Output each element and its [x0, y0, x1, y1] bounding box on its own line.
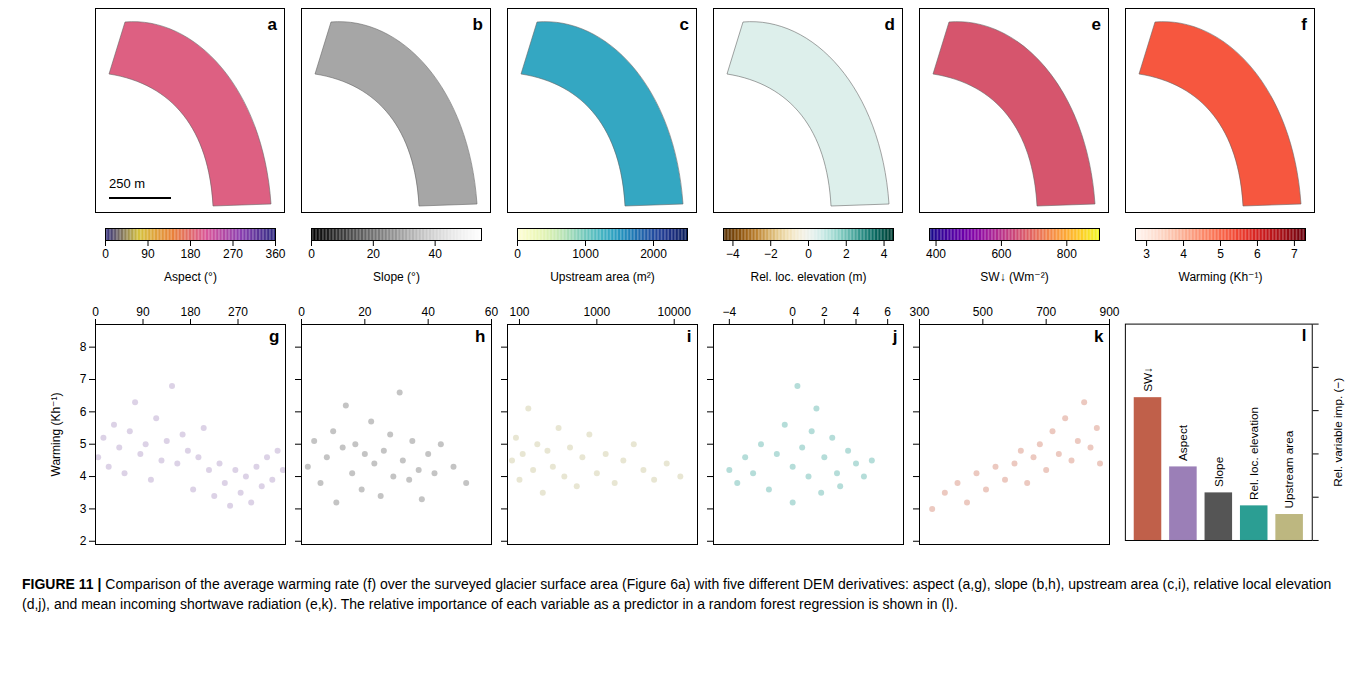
svg-text:20: 20 — [358, 305, 372, 319]
html-text:FIGURE 11 | Comparison of the: FIGURE 11 | Comparison of the average wa… — [22, 576, 1332, 613]
svg-text:2000: 2000 — [640, 247, 667, 261]
svg-text:−2: −2 — [764, 247, 778, 261]
svg-text:250 m: 250 m — [109, 176, 145, 191]
svg-text:5: 5 — [80, 437, 87, 451]
svg-text:0: 0 — [298, 305, 305, 319]
svg-text:Aspect: Aspect — [1176, 424, 1190, 461]
svg-text:Rel. variable imp. (−): Rel. variable imp. (−) — [1331, 378, 1345, 487]
svg-text:a: a — [268, 15, 278, 34]
svg-text:f: f — [1301, 15, 1307, 34]
svg-text:h: h — [475, 327, 485, 346]
svg-text:10000: 10000 — [658, 305, 692, 319]
svg-text:8: 8 — [80, 340, 87, 354]
svg-text:0: 0 — [805, 247, 812, 261]
svg-text:Slope: Slope — [1212, 456, 1226, 487]
svg-text:180: 180 — [180, 247, 200, 261]
svg-text:800: 800 — [1057, 247, 1077, 261]
svg-text:0: 0 — [92, 305, 99, 319]
svg-text:90: 90 — [141, 247, 155, 261]
svg-text:500: 500 — [973, 305, 993, 319]
svg-text:4: 4 — [80, 469, 87, 483]
svg-text:20: 20 — [367, 247, 381, 261]
svg-text:40: 40 — [428, 247, 442, 261]
svg-text:e: e — [1092, 15, 1101, 34]
svg-text:360: 360 — [265, 247, 285, 261]
svg-text:4: 4 — [881, 247, 888, 261]
svg-text:−4: −4 — [722, 305, 736, 319]
svg-text:Upstream area (m²): Upstream area (m²) — [550, 270, 655, 284]
svg-text:400: 400 — [926, 247, 946, 261]
svg-text:2: 2 — [80, 534, 87, 548]
svg-text:k: k — [1094, 327, 1104, 346]
svg-text:4: 4 — [853, 305, 860, 319]
svg-text:2: 2 — [843, 247, 850, 261]
svg-text:40: 40 — [421, 305, 435, 319]
svg-text:d: d — [885, 15, 895, 34]
svg-text:4: 4 — [1180, 247, 1187, 261]
svg-text:900: 900 — [1099, 305, 1119, 319]
svg-text:Warming (Kh⁻¹): Warming (Kh⁻¹) — [1179, 270, 1263, 284]
svg-text:3: 3 — [80, 502, 87, 516]
svg-text:j: j — [892, 327, 898, 346]
svg-text:7: 7 — [1291, 247, 1298, 261]
svg-text:300: 300 — [909, 305, 929, 319]
svg-text:0: 0 — [514, 247, 521, 261]
svg-text:SW↓: SW↓ — [1141, 367, 1155, 392]
svg-text:6: 6 — [1254, 247, 1261, 261]
svg-text:Aspect (°): Aspect (°) — [164, 270, 217, 284]
svg-text:Rel. loc. elevation: Rel. loc. elevation — [1247, 407, 1261, 500]
svg-text:Rel. loc. elevation (m): Rel. loc. elevation (m) — [750, 270, 866, 284]
svg-text:b: b — [473, 15, 483, 34]
svg-text:2: 2 — [821, 305, 828, 319]
svg-text:6: 6 — [80, 405, 87, 419]
svg-text:i: i — [687, 327, 692, 346]
svg-text:1000: 1000 — [572, 247, 599, 261]
svg-text:60: 60 — [485, 305, 499, 319]
svg-text:0: 0 — [308, 247, 315, 261]
svg-text:270: 270 — [223, 247, 243, 261]
svg-text:SW↓ (Wm⁻²): SW↓ (Wm⁻²) — [980, 270, 1048, 284]
svg-text:270: 270 — [228, 305, 248, 319]
svg-text:180: 180 — [180, 305, 200, 319]
svg-text:g: g — [269, 327, 279, 346]
svg-text:−4: −4 — [726, 247, 740, 261]
svg-text:3: 3 — [1143, 247, 1150, 261]
svg-text:Upstream area: Upstream area — [1282, 430, 1296, 508]
svg-text:700: 700 — [1036, 305, 1056, 319]
svg-text:Slope (°): Slope (°) — [373, 270, 420, 284]
svg-text:1000: 1000 — [583, 305, 610, 319]
svg-text:5: 5 — [1217, 247, 1224, 261]
svg-text:0: 0 — [102, 247, 109, 261]
svg-text:c: c — [680, 15, 689, 34]
svg-text:6: 6 — [884, 305, 891, 319]
svg-text:7: 7 — [80, 372, 87, 386]
svg-text:100: 100 — [509, 305, 529, 319]
svg-text:l: l — [1302, 326, 1307, 345]
svg-text:0: 0 — [789, 305, 796, 319]
svg-text:Warming (Kh⁻¹): Warming (Kh⁻¹) — [49, 393, 63, 477]
svg-text:600: 600 — [991, 247, 1011, 261]
svg-text:90: 90 — [136, 305, 150, 319]
